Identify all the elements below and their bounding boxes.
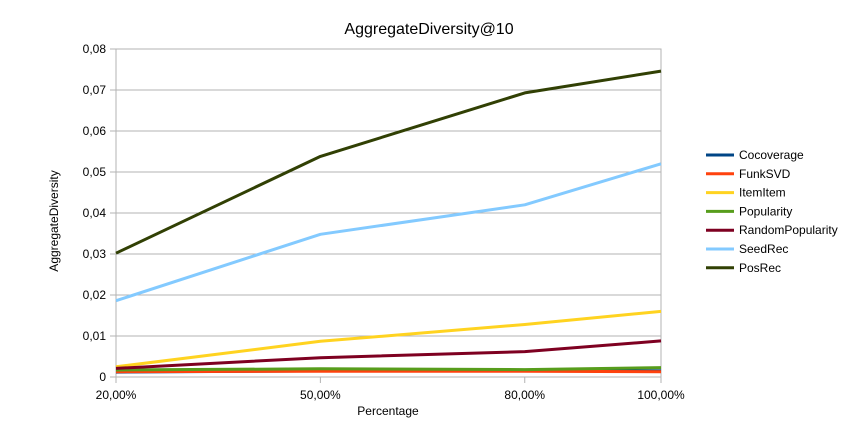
legend-label-popularity: Popularity <box>739 204 792 218</box>
legend: Cocoverage FunkSVD ItemItem Popularity Rando… <box>706 148 838 275</box>
series-line-randompopularity <box>115 339 662 370</box>
y-tick-label: 0,07 <box>83 83 107 97</box>
legend-label-seedrec: SeedRec <box>739 242 788 256</box>
y-axis-ticks: 0 0,01 0,02 0,03 0,04 0,05 0,06 0,07 0,08 <box>83 42 116 384</box>
series-line-posrec <box>115 69 662 255</box>
legend-label-funksvd: FunkSVD <box>739 167 791 181</box>
y-tick-label: 0,03 <box>83 247 107 261</box>
x-tick-label: 100,00% <box>637 388 685 402</box>
y-tick-label: 0,02 <box>83 288 107 302</box>
legend-label-itemitem: ItemItem <box>739 186 786 200</box>
series-line-itemitem <box>115 309 662 369</box>
series-line-popularity <box>115 366 662 372</box>
chart-title: AggregateDiversity@10 <box>344 21 513 38</box>
legend-label-randompopularity: RandomPopularity <box>739 223 838 237</box>
x-tick-label: 50,00% <box>300 388 341 402</box>
series-line-seedrec <box>115 162 662 303</box>
y-tick-label: 0,08 <box>83 42 107 56</box>
legend-label-posrec: PosRec <box>739 261 781 275</box>
y-tick-label: 0 <box>99 370 106 384</box>
y-tick-label: 0,01 <box>83 329 107 343</box>
y-tick-label: 0,05 <box>83 165 107 179</box>
series-lines <box>115 69 662 374</box>
x-axis-ticks: 20,00% 50,00% 80,00% 100,00% <box>96 377 685 402</box>
legend-label-cocoverage: Cocoverage <box>739 148 804 162</box>
y-axis-title: AggregateDiversity <box>47 170 61 271</box>
x-tick-label: 20,00% <box>96 388 137 402</box>
x-tick-label: 80,00% <box>504 388 545 402</box>
x-axis-title: Percentage <box>357 404 419 418</box>
y-tick-label: 0,06 <box>83 124 107 138</box>
y-tick-label: 0,04 <box>83 206 107 220</box>
